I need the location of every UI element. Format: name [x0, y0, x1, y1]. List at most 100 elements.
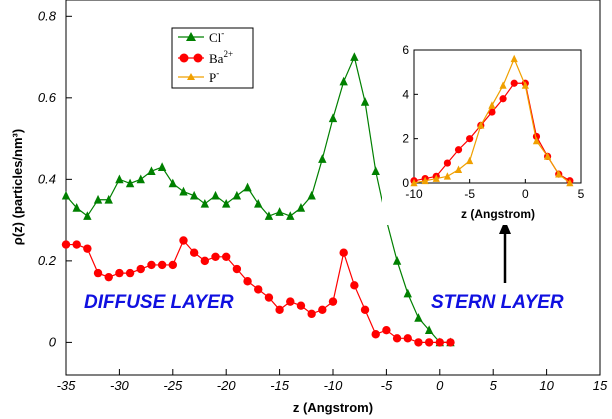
- main-x-tick-label: -35: [57, 378, 77, 393]
- main-series-1-point: [211, 252, 220, 261]
- main-series-0-point: [211, 190, 220, 200]
- main-series-1-point: [350, 281, 359, 290]
- main-series-0-point: [392, 256, 402, 265]
- inset-x-tick-label: -5: [464, 187, 475, 201]
- main-series-1-point: [318, 305, 327, 314]
- main-series-0-point: [189, 190, 199, 200]
- main-y-tick-label: 0.2: [38, 253, 57, 268]
- main-series-0-point: [424, 325, 434, 335]
- main-series-0-point: [350, 52, 359, 61]
- main-series-0-point: [157, 162, 167, 171]
- main-series-0-point: [115, 174, 124, 184]
- inset-x-tick-label: 0: [522, 187, 529, 201]
- inset-y-tick-label: 6: [402, 43, 409, 57]
- main-x-tick-label: 15: [593, 378, 608, 393]
- legend-cl-marker: [186, 32, 196, 41]
- inset-series-0-point: [443, 159, 451, 167]
- inset-y-tick-label: 4: [402, 87, 409, 101]
- inset-series-1-point: [544, 152, 552, 160]
- inset-series-1-point: [532, 136, 541, 145]
- inset-series-1-point: [432, 174, 440, 182]
- main-series-1-point: [328, 297, 338, 306]
- main-series-0-point: [200, 198, 210, 208]
- main-series-1-point: [264, 293, 274, 302]
- inset-series-1-point: [443, 172, 451, 180]
- main-series-1-point: [243, 277, 252, 286]
- main-series-1-point: [446, 338, 455, 347]
- legend-ba-label: Ba2+: [209, 49, 233, 66]
- main-series-1-point: [125, 268, 135, 278]
- main-series-0-point: [371, 166, 380, 176]
- main-series-1-point: [435, 338, 444, 347]
- main-series-1-point: [104, 272, 113, 282]
- main-series-1-point: [168, 260, 177, 270]
- main-y-tick-label: 0.6: [38, 90, 57, 105]
- inset-series-1-point: [521, 81, 529, 89]
- main-x-tick-label: -25: [163, 378, 183, 393]
- main-x-tick-label: -15: [270, 378, 290, 393]
- diffuse-layer-annotation: DIFFUSE LAYER: [84, 292, 234, 313]
- main-series-1-point: [93, 268, 103, 278]
- main-series-1-point: [392, 334, 402, 343]
- main-y-axis-title: ρ(z) (particles/nm³): [10, 129, 25, 245]
- main-series-1-point: [115, 268, 124, 278]
- main-series-1-point: [296, 301, 306, 310]
- main-series-0-point: [275, 207, 284, 216]
- main-series-1-point: [403, 334, 412, 343]
- main-series-0-point: [318, 154, 327, 163]
- main-series-0-point: [360, 97, 370, 106]
- main-series-1-point: [424, 338, 434, 347]
- inset-axis-ticks: -10 -5 0 5 0 2 4 6: [402, 43, 584, 201]
- main-series-0-point: [179, 186, 188, 196]
- inset-y-tick-label: 2: [402, 132, 409, 146]
- inset-series-1-point: [488, 101, 496, 109]
- main-x-tick-label: -20: [217, 378, 237, 393]
- main-series-1-point: [179, 236, 188, 245]
- main-y-tick-label: 0: [49, 334, 57, 349]
- main-series-0-point: [72, 203, 81, 212]
- main-x-tick-label: -5: [381, 378, 393, 393]
- main-series-0-point: [328, 113, 338, 123]
- main-series-1-point: [286, 297, 295, 306]
- main-series-1-point: [222, 252, 231, 261]
- main-x-tick-label: 10: [539, 378, 554, 393]
- main-series-1-point: [83, 244, 92, 253]
- main-series-layer: [61, 52, 455, 347]
- legend-p-marker: [187, 73, 195, 80]
- main-series-1-point: [136, 264, 145, 274]
- main-x-tick-label: 0: [436, 378, 444, 393]
- main-x-tick-label: 5: [490, 378, 498, 393]
- main-series-0-point: [307, 190, 316, 200]
- main-series-1-point: [72, 240, 81, 249]
- legend-p-label: P-: [209, 68, 219, 85]
- inset-series-1: [410, 54, 574, 187]
- main-series-0-point: [93, 194, 103, 204]
- main-series-1-point: [61, 240, 71, 249]
- inset-plot-frame: [413, 49, 582, 184]
- inset-series-1-point: [477, 121, 485, 129]
- main-series-1-point: [371, 330, 380, 339]
- inset-series-1-point: [410, 178, 418, 187]
- legend: Cl- Ba2+ P-: [171, 27, 254, 89]
- inset-background: [382, 30, 596, 225]
- main-series-0-point: [222, 198, 231, 208]
- main-series-0-point: [61, 190, 71, 200]
- inset-series-1-point: [454, 165, 463, 174]
- main-series-1-point: [275, 305, 284, 314]
- inset-x-axis-title: z (Angstrom): [461, 207, 535, 221]
- main-series-1-point: [307, 309, 316, 319]
- inset-x-tick-label: 5: [578, 187, 585, 201]
- main-series-1-point: [254, 285, 263, 294]
- main-x-tick-label: -30: [110, 378, 130, 393]
- main-series-1-point: [360, 305, 370, 314]
- main-y-tick-label: 0.8: [38, 8, 57, 23]
- inset-series-0-point: [466, 135, 474, 143]
- main-series-1-point: [414, 338, 423, 347]
- legend-item-cl: Cl-: [178, 28, 224, 45]
- main-series-1-point: [382, 325, 391, 335]
- arrow-to-inset: [499, 220, 511, 283]
- main-series-0-point: [264, 211, 274, 220]
- main-series-1-point: [232, 264, 242, 274]
